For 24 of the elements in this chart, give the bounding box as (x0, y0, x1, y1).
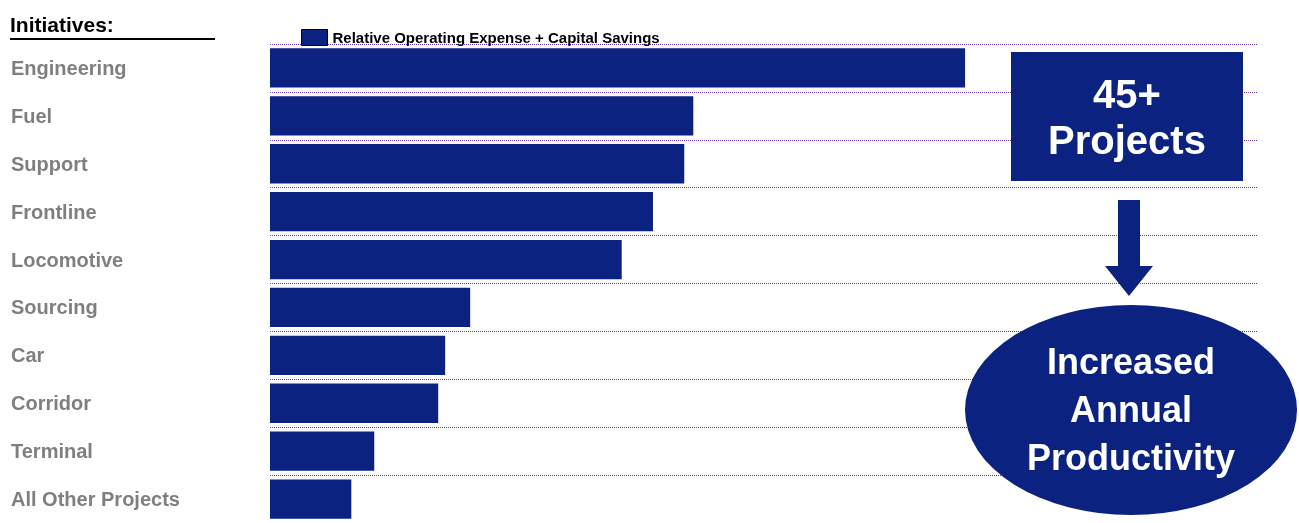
bar (270, 48, 966, 88)
y-tick-label: All Other Projects (11, 488, 180, 511)
y-tick-label: Support (11, 152, 88, 175)
y-tick-label: Car (11, 344, 45, 367)
bar (270, 479, 352, 519)
y-tick-label: Terminal (11, 440, 93, 463)
y-tick-label: Frontline (11, 200, 97, 223)
text: Increased Annual Productivity (1025, 340, 1236, 480)
y-tick-label: Fuel (11, 104, 53, 127)
bar (270, 239, 622, 280)
bar (270, 287, 471, 328)
bar (270, 431, 375, 471)
bar (270, 192, 653, 232)
y-tick-label: Corridor (11, 392, 92, 415)
legend-label: Relative Operating Expense + Capital Savings (332, 29, 660, 46)
text: 45+ Projects (1011, 52, 1243, 181)
y-tick-label: Locomotive (11, 248, 124, 271)
bar (270, 144, 685, 184)
bar (270, 335, 446, 375)
y-tick-label: Sourcing (11, 296, 98, 319)
bar (270, 96, 694, 136)
bar (270, 383, 439, 423)
y-tick-label: Engineering (11, 56, 127, 79)
y-axis-title: Initiatives: (10, 12, 215, 40)
